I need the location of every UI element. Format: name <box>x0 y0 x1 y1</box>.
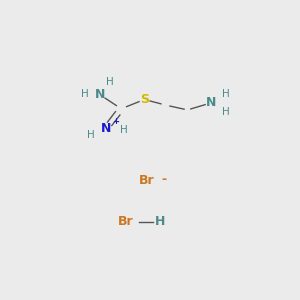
Text: +: + <box>112 117 119 126</box>
Text: -: - <box>162 173 167 186</box>
Text: N: N <box>95 88 106 101</box>
Text: Br: Br <box>139 174 154 187</box>
Text: N: N <box>101 122 111 135</box>
Text: H: H <box>154 215 165 229</box>
Text: H: H <box>222 107 230 117</box>
Text: S: S <box>140 93 149 106</box>
Text: H: H <box>81 89 89 99</box>
Text: N: N <box>206 97 216 110</box>
Text: H: H <box>222 89 230 99</box>
Text: H: H <box>87 130 95 140</box>
Text: H: H <box>120 124 128 135</box>
Text: Br: Br <box>118 215 134 229</box>
Text: H: H <box>106 77 113 87</box>
